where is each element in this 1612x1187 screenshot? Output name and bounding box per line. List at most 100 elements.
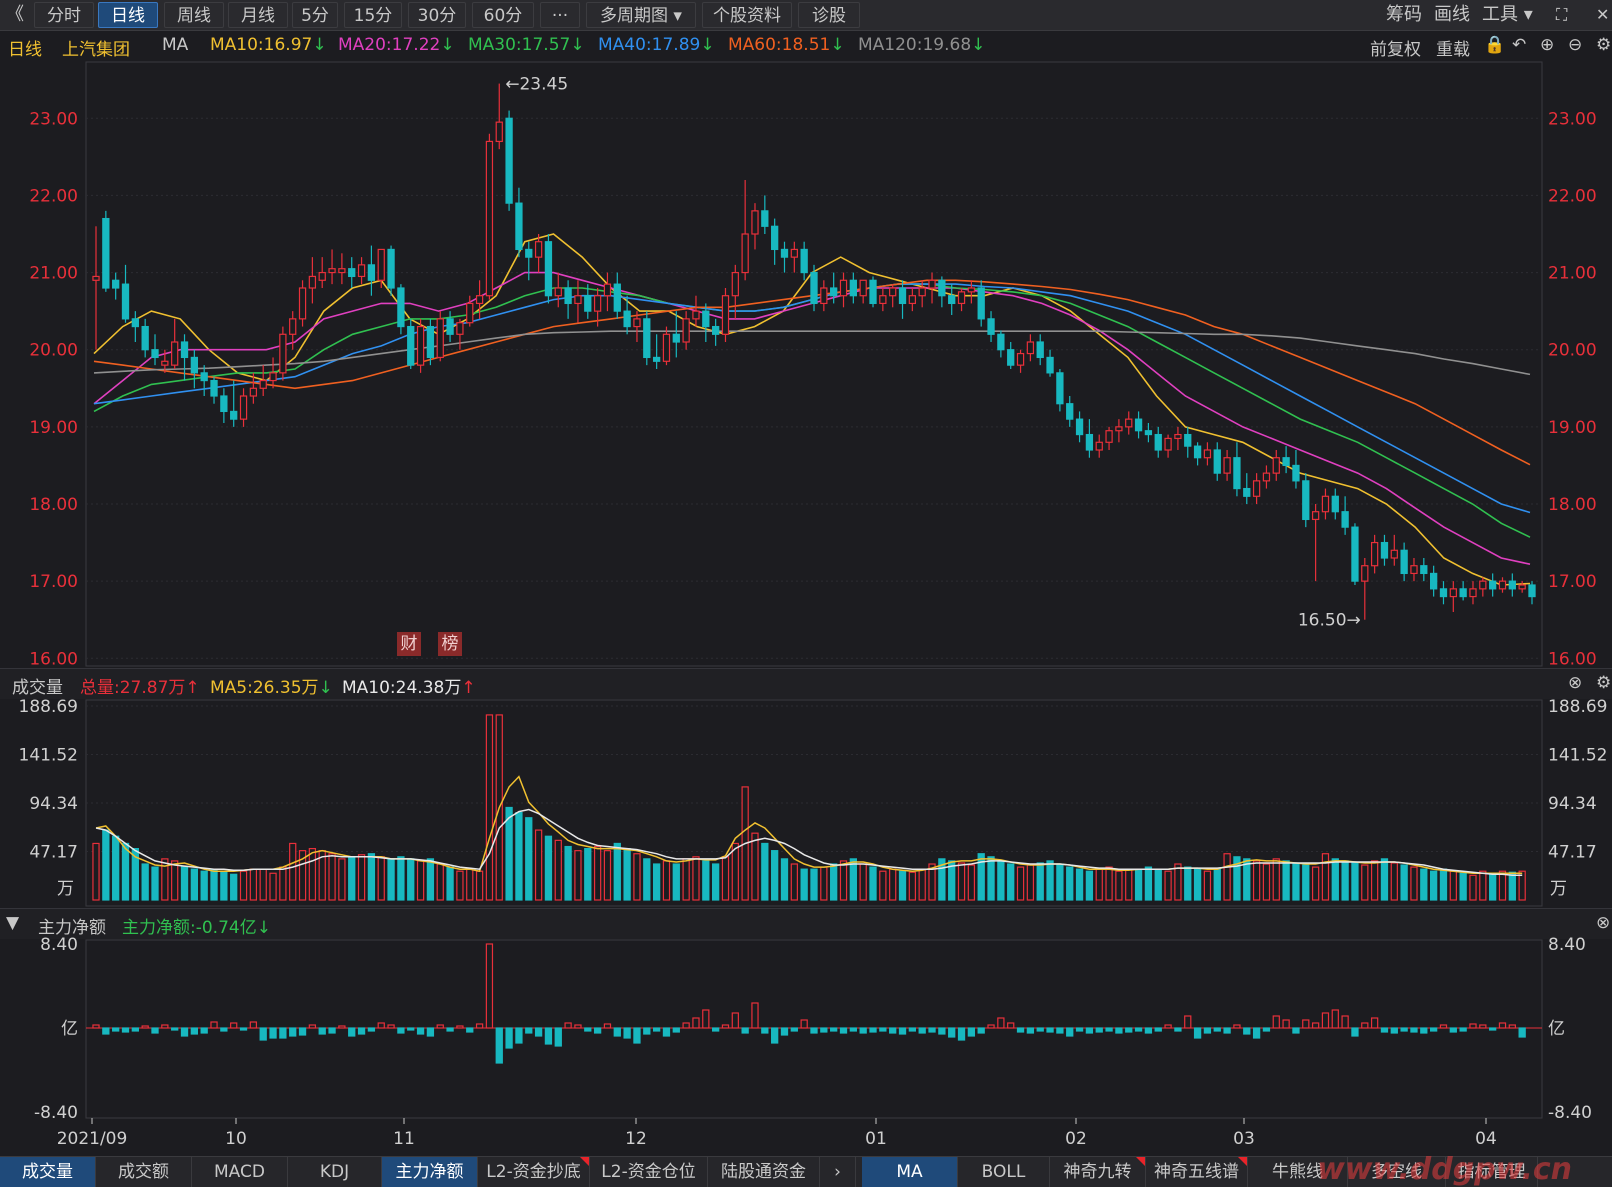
- volume-bar: [820, 866, 828, 901]
- volume-bar: [751, 832, 759, 901]
- net-bar: [1095, 1027, 1103, 1033]
- volume-bar: [662, 860, 671, 901]
- collapse-icon[interactable]: ▼: [6, 913, 20, 933]
- net-close-icon[interactable]: ⊗: [1596, 913, 1611, 933]
- tools-button[interactable]: 工具 ▾: [1482, 4, 1533, 25]
- close-icon[interactable]: ✕: [1596, 5, 1610, 24]
- bottom-tab-right-3[interactable]: 神奇五线谱: [1146, 1157, 1248, 1187]
- candlestick-chart[interactable]: 23.00 23.00 22.00 22.00 21.00 21.00 20.00 20.00…: [0, 0, 1612, 1156]
- volume-bar: [1508, 871, 1516, 901]
- net-bar: [298, 1027, 307, 1036]
- zoom-out-icon[interactable]: ⊖: [1568, 35, 1583, 55]
- volume-bar: [1085, 870, 1094, 901]
- candle-body: [377, 248, 385, 281]
- candle-body: [967, 287, 976, 293]
- period-button-11[interactable]: 诊股: [798, 2, 860, 28]
- volume-bar: [1007, 863, 1015, 901]
- candle-body: [1331, 495, 1339, 513]
- period-button-10[interactable]: 个股资料: [702, 2, 792, 28]
- volume-bar: [1115, 870, 1123, 901]
- zoom-in-icon[interactable]: ⊕: [1540, 35, 1555, 55]
- x-axis-label: 10: [225, 1129, 247, 1149]
- net-bar: [151, 1027, 159, 1034]
- period-button-8[interactable]: ···: [540, 2, 580, 28]
- candle-body: [751, 210, 759, 235]
- period-button-9[interactable]: 多周期图 ▾: [586, 2, 696, 28]
- bottom-tab-left-2[interactable]: MACD: [192, 1157, 288, 1187]
- volume-bar: [1046, 860, 1054, 901]
- bottom-tab-right-0[interactable]: MA: [862, 1157, 958, 1187]
- gear-icon[interactable]: ⚙: [1596, 35, 1612, 55]
- back-button[interactable]: 《: [6, 4, 24, 25]
- period-button-1[interactable]: 日线: [98, 2, 158, 28]
- price-tick-left: 16.00: [29, 649, 78, 669]
- candle-body: [1469, 588, 1477, 598]
- volume-bar: [633, 853, 641, 901]
- candle-body: [318, 271, 326, 281]
- net-bar: [436, 1024, 444, 1029]
- candle-body: [279, 333, 287, 374]
- volume-bar: [721, 856, 730, 901]
- net-bar: [485, 943, 494, 1029]
- net-tick-right: 亿: [1548, 1019, 1565, 1039]
- period-button-2[interactable]: 周线: [164, 2, 224, 28]
- bottom-tab-left-3[interactable]: KDJ: [288, 1157, 382, 1187]
- bottom-tab-right-5[interactable]: 多空线: [1348, 1157, 1446, 1187]
- candle-body: [938, 279, 946, 297]
- bottom-tab-right-4[interactable]: 牛熊线: [1248, 1157, 1348, 1187]
- net-bar: [574, 1024, 582, 1029]
- bottom-tab-left-0[interactable]: 成交量: [0, 1157, 96, 1187]
- volume-close-icon[interactable]: ⊗: [1568, 673, 1583, 693]
- period-button-4[interactable]: 5分: [292, 2, 338, 28]
- indicator-tabs: 成交量 成交额 MACD KDJ 主力净额 L2-资金抄底 L2-资金仓位 陆股通资金 › MA B…: [0, 1156, 1612, 1187]
- volume-bar: [731, 842, 739, 901]
- indicator-name[interactable]: MA: [162, 35, 189, 55]
- reload-button[interactable]: 重载: [1436, 40, 1470, 60]
- volume-bar: [574, 850, 582, 901]
- candle-body: [1400, 549, 1408, 575]
- volume-bar: [1302, 864, 1310, 901]
- volume-bar: [1321, 853, 1330, 901]
- period-button-3[interactable]: 月线: [228, 2, 288, 28]
- volume-bar: [603, 850, 612, 901]
- chip-button[interactable]: 筹码: [1386, 4, 1422, 25]
- undo-icon[interactable]: ↶: [1512, 35, 1527, 55]
- fullscreen-icon[interactable]: ⛶: [1556, 5, 1568, 24]
- period-button-0[interactable]: 分时: [34, 2, 94, 28]
- draw-button[interactable]: 画线: [1434, 4, 1470, 25]
- tab-scroll-right-icon[interactable]: ›: [820, 1157, 856, 1187]
- adjust-button[interactable]: 前复权: [1370, 40, 1421, 60]
- volume-bar: [426, 858, 435, 901]
- bottom-tab-right-6[interactable]: 指标管理: [1446, 1157, 1538, 1187]
- net-bar: [613, 1027, 621, 1037]
- badge-finance[interactable]: 财: [397, 632, 421, 656]
- badge-list[interactable]: 榜: [438, 632, 462, 656]
- candle-body: [869, 279, 877, 305]
- net-bar: [1292, 1027, 1300, 1034]
- net-bar: [161, 1024, 169, 1029]
- candle-body: [1351, 526, 1359, 582]
- volume-bar: [1262, 863, 1271, 901]
- bottom-tab-right-1[interactable]: BOLL: [958, 1157, 1050, 1187]
- volume-bar: [987, 856, 995, 901]
- net-bar: [1262, 1027, 1271, 1032]
- candle-body: [898, 287, 907, 305]
- volume-tick-right: 188.69: [1548, 697, 1607, 717]
- volume-bar: [682, 858, 690, 901]
- bottom-tab-left-4[interactable]: 主力净额: [382, 1157, 478, 1187]
- price-tick-left: 17.00: [29, 572, 78, 592]
- volume-gear-icon[interactable]: ⚙: [1596, 673, 1612, 693]
- candle-body: [357, 264, 366, 278]
- net-bar: [830, 1027, 838, 1032]
- volume-bar: [230, 873, 238, 901]
- period-button-7[interactable]: 60分: [472, 2, 534, 28]
- bottom-tab-left-5[interactable]: L2-资金抄底: [478, 1157, 590, 1187]
- bottom-tab-left-6[interactable]: L2-资金仓位: [590, 1157, 708, 1187]
- lock-icon[interactable]: 🔒: [1484, 35, 1506, 55]
- bottom-tab-right-2[interactable]: 神奇九转: [1050, 1157, 1146, 1187]
- period-button-5[interactable]: 15分: [344, 2, 402, 28]
- bottom-tab-left-1[interactable]: 成交额: [96, 1157, 192, 1187]
- period-button-6[interactable]: 30分: [408, 2, 466, 28]
- candle-body: [1282, 457, 1290, 467]
- bottom-tab-left-7[interactable]: 陆股通资金: [708, 1157, 820, 1187]
